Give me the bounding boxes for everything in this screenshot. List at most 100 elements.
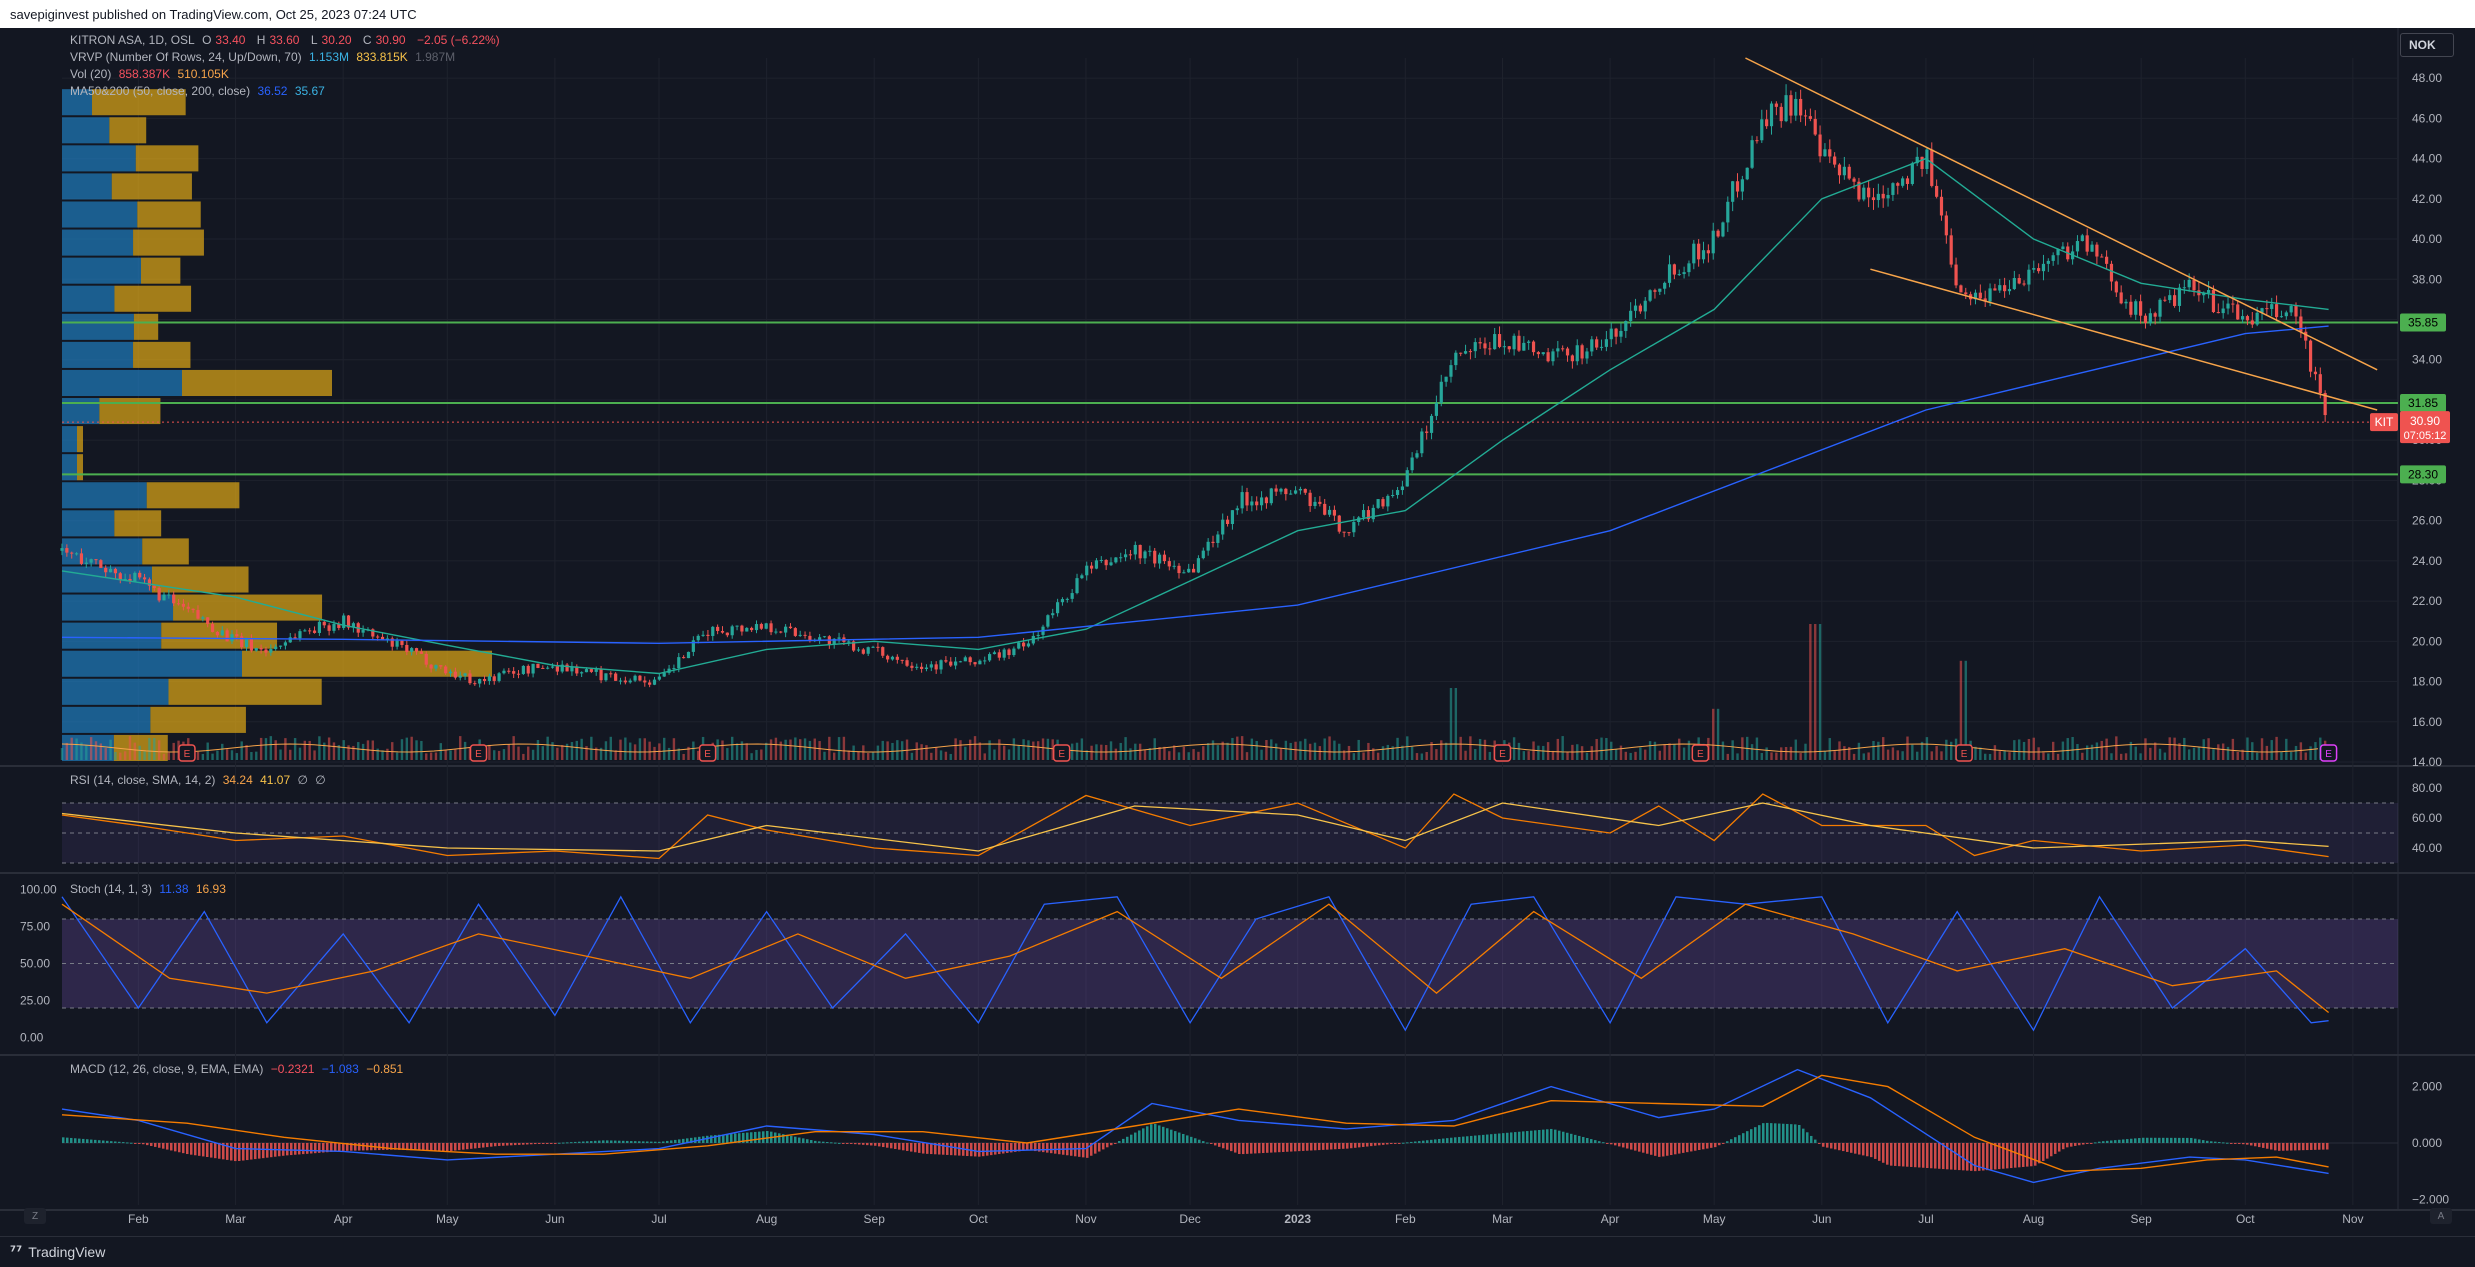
volume-bar xyxy=(949,753,952,760)
candle-body xyxy=(2056,249,2060,256)
volume-bar xyxy=(934,747,938,760)
candle-body xyxy=(978,660,982,665)
currency-button[interactable]: NOK xyxy=(2400,33,2454,57)
candle-body xyxy=(2245,316,2250,321)
price-axes[interactable]: 14.0016.0018.0020.0022.0024.0026.0028.00… xyxy=(20,71,2449,1206)
candle-body xyxy=(1983,298,1987,302)
macd-histogram-bar xyxy=(1402,1142,1405,1144)
volume-bar xyxy=(522,753,525,760)
candle-body xyxy=(429,664,433,669)
volume-bar xyxy=(842,736,846,760)
candle-body xyxy=(133,572,137,582)
candle-body xyxy=(1808,116,1812,119)
trend-lines[interactable] xyxy=(1745,57,2378,411)
macd-histogram-bar xyxy=(226,1142,229,1160)
volume-bar xyxy=(595,747,598,760)
time-axis[interactable]: Feb Mar Apr May Jun Jul Aug Sep Oct Nov Dec 2023 Feb… xyxy=(128,1212,2364,1226)
candle-body xyxy=(1133,544,1137,555)
candle-body xyxy=(1007,649,1011,656)
vp-up-bar xyxy=(62,454,77,481)
volume-bar xyxy=(2158,748,2162,760)
candle-body xyxy=(983,660,987,662)
volume-bar xyxy=(2013,740,2016,760)
candle-body xyxy=(2168,295,2172,301)
macd-histogram-bar xyxy=(1822,1142,1825,1147)
zoom-reset-button[interactable]: Z xyxy=(24,1208,46,1224)
macd-histogram-bar xyxy=(302,1142,305,1155)
candle-body xyxy=(2012,278,2016,290)
macd-histogram-bar xyxy=(1778,1123,1781,1143)
macd-histogram-bar xyxy=(838,1142,841,1144)
candle-body xyxy=(1735,181,1740,192)
macd-histogram-bar xyxy=(1954,1142,1957,1170)
time-tick-label: Oct xyxy=(969,1212,988,1226)
macd-histogram-bar xyxy=(286,1142,289,1156)
volume-bar xyxy=(862,745,865,760)
volume-bar xyxy=(1420,753,1424,760)
vol-label: Vol (20) xyxy=(70,67,112,81)
volume-bar xyxy=(75,738,78,760)
macd-histogram-bar xyxy=(426,1142,429,1151)
macd-histogram-bar xyxy=(1194,1138,1197,1143)
vp-up-bar xyxy=(62,313,134,340)
macd-histogram-bar xyxy=(914,1142,917,1153)
volume-bar xyxy=(1022,739,1025,760)
macd-histogram-bar xyxy=(1630,1142,1633,1150)
macd-histogram-bar xyxy=(242,1142,245,1161)
macd-histogram-bar xyxy=(1282,1142,1285,1152)
candle-body xyxy=(2313,371,2318,375)
macd-histogram-bar xyxy=(1174,1131,1177,1143)
macd-histogram-bar xyxy=(518,1142,521,1145)
candle-body xyxy=(735,625,739,627)
volume-bar xyxy=(347,745,350,760)
macd-histogram-bar xyxy=(1530,1130,1533,1143)
volume-bar xyxy=(1396,737,1399,760)
vp-up-bar xyxy=(62,706,151,733)
candle-body xyxy=(803,634,807,636)
volume-bar xyxy=(1202,746,1205,760)
macd-histogram-bar xyxy=(1662,1142,1665,1157)
time-tick-label: Oct xyxy=(2236,1212,2255,1226)
candle-body xyxy=(2274,304,2279,318)
macd-histogram-bar xyxy=(630,1141,633,1143)
macd-histogram-bar xyxy=(782,1134,785,1143)
candle-body xyxy=(1089,565,1094,569)
volume-bar xyxy=(847,750,850,760)
macd-histogram-bar xyxy=(1442,1138,1445,1143)
volume-bar xyxy=(1517,742,1521,760)
volume-bar xyxy=(1765,747,1768,760)
volume-bar xyxy=(1206,743,1210,760)
macd-histogram-bar xyxy=(1714,1142,1717,1148)
last-price-label: 30.90 xyxy=(2410,414,2440,428)
candle-body xyxy=(1935,185,1939,197)
macd-histogram-bar xyxy=(1486,1134,1489,1143)
earnings-marker-icon xyxy=(1052,744,1071,762)
macd-histogram-bar xyxy=(1014,1142,1017,1152)
volume-bar xyxy=(2275,736,2278,760)
vrvp-up: 1.153M xyxy=(309,50,350,64)
volume-bar xyxy=(211,753,214,760)
auto-scale-button[interactable]: A xyxy=(2430,1208,2452,1224)
volume-bar xyxy=(313,750,316,760)
macd-histogram-bar xyxy=(2086,1142,2089,1144)
candle-body xyxy=(686,651,691,659)
macd-histogram-bar xyxy=(334,1142,337,1152)
volume-bar xyxy=(1561,736,1564,760)
macd-histogram-bar xyxy=(110,1141,113,1143)
volume-bar xyxy=(1279,748,1283,760)
volume-bar xyxy=(1634,751,1637,760)
macd-histogram-bar xyxy=(710,1135,713,1143)
vp-down-bar xyxy=(146,482,240,509)
earnings-marker-icon xyxy=(1691,744,1710,762)
volume-bar xyxy=(2192,747,2196,760)
macd-histogram-bar xyxy=(1002,1142,1005,1154)
candle-body xyxy=(1429,415,1434,433)
volume-bar xyxy=(886,741,889,760)
candle-body xyxy=(1123,554,1128,558)
rsi-extra-2: ∅ xyxy=(315,773,326,787)
volume-bar xyxy=(1158,746,1161,760)
candle-body xyxy=(618,680,623,682)
volume-bar xyxy=(70,737,73,760)
